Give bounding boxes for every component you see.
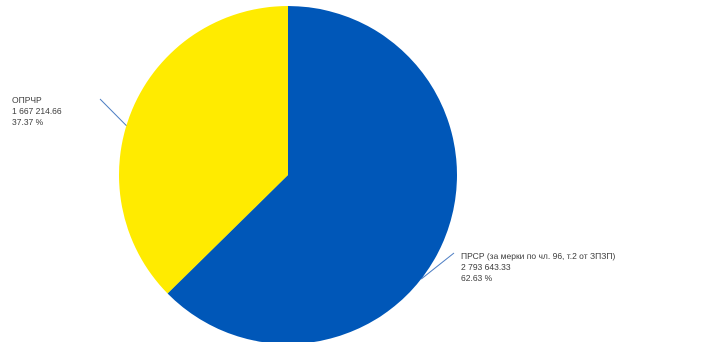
pie-slices: [118, 6, 457, 342]
slice-label-name-1: ОПРЧР: [12, 95, 42, 105]
leader-line-1: [99, 98, 127, 126]
slice-label-percent-0: 62.63 %: [461, 273, 493, 283]
slice-label-percent-1: 37.37 %: [12, 117, 44, 127]
slice-label-value-0: 2 793 643.33: [461, 262, 511, 272]
pie-slice-0: [167, 6, 457, 342]
leader-line-0: [420, 252, 455, 280]
leader-lines: [99, 98, 455, 280]
slice-labels: ПРСР (за мерки по чл. 96, т.2 от ЗПЗП)2 …: [12, 95, 615, 283]
slice-label-value-1: 1 667 214.66: [12, 106, 62, 116]
slice-label-name-0: ПРСР (за мерки по чл. 96, т.2 от ЗПЗП): [461, 251, 615, 261]
pie-slice-1: [118, 6, 289, 294]
